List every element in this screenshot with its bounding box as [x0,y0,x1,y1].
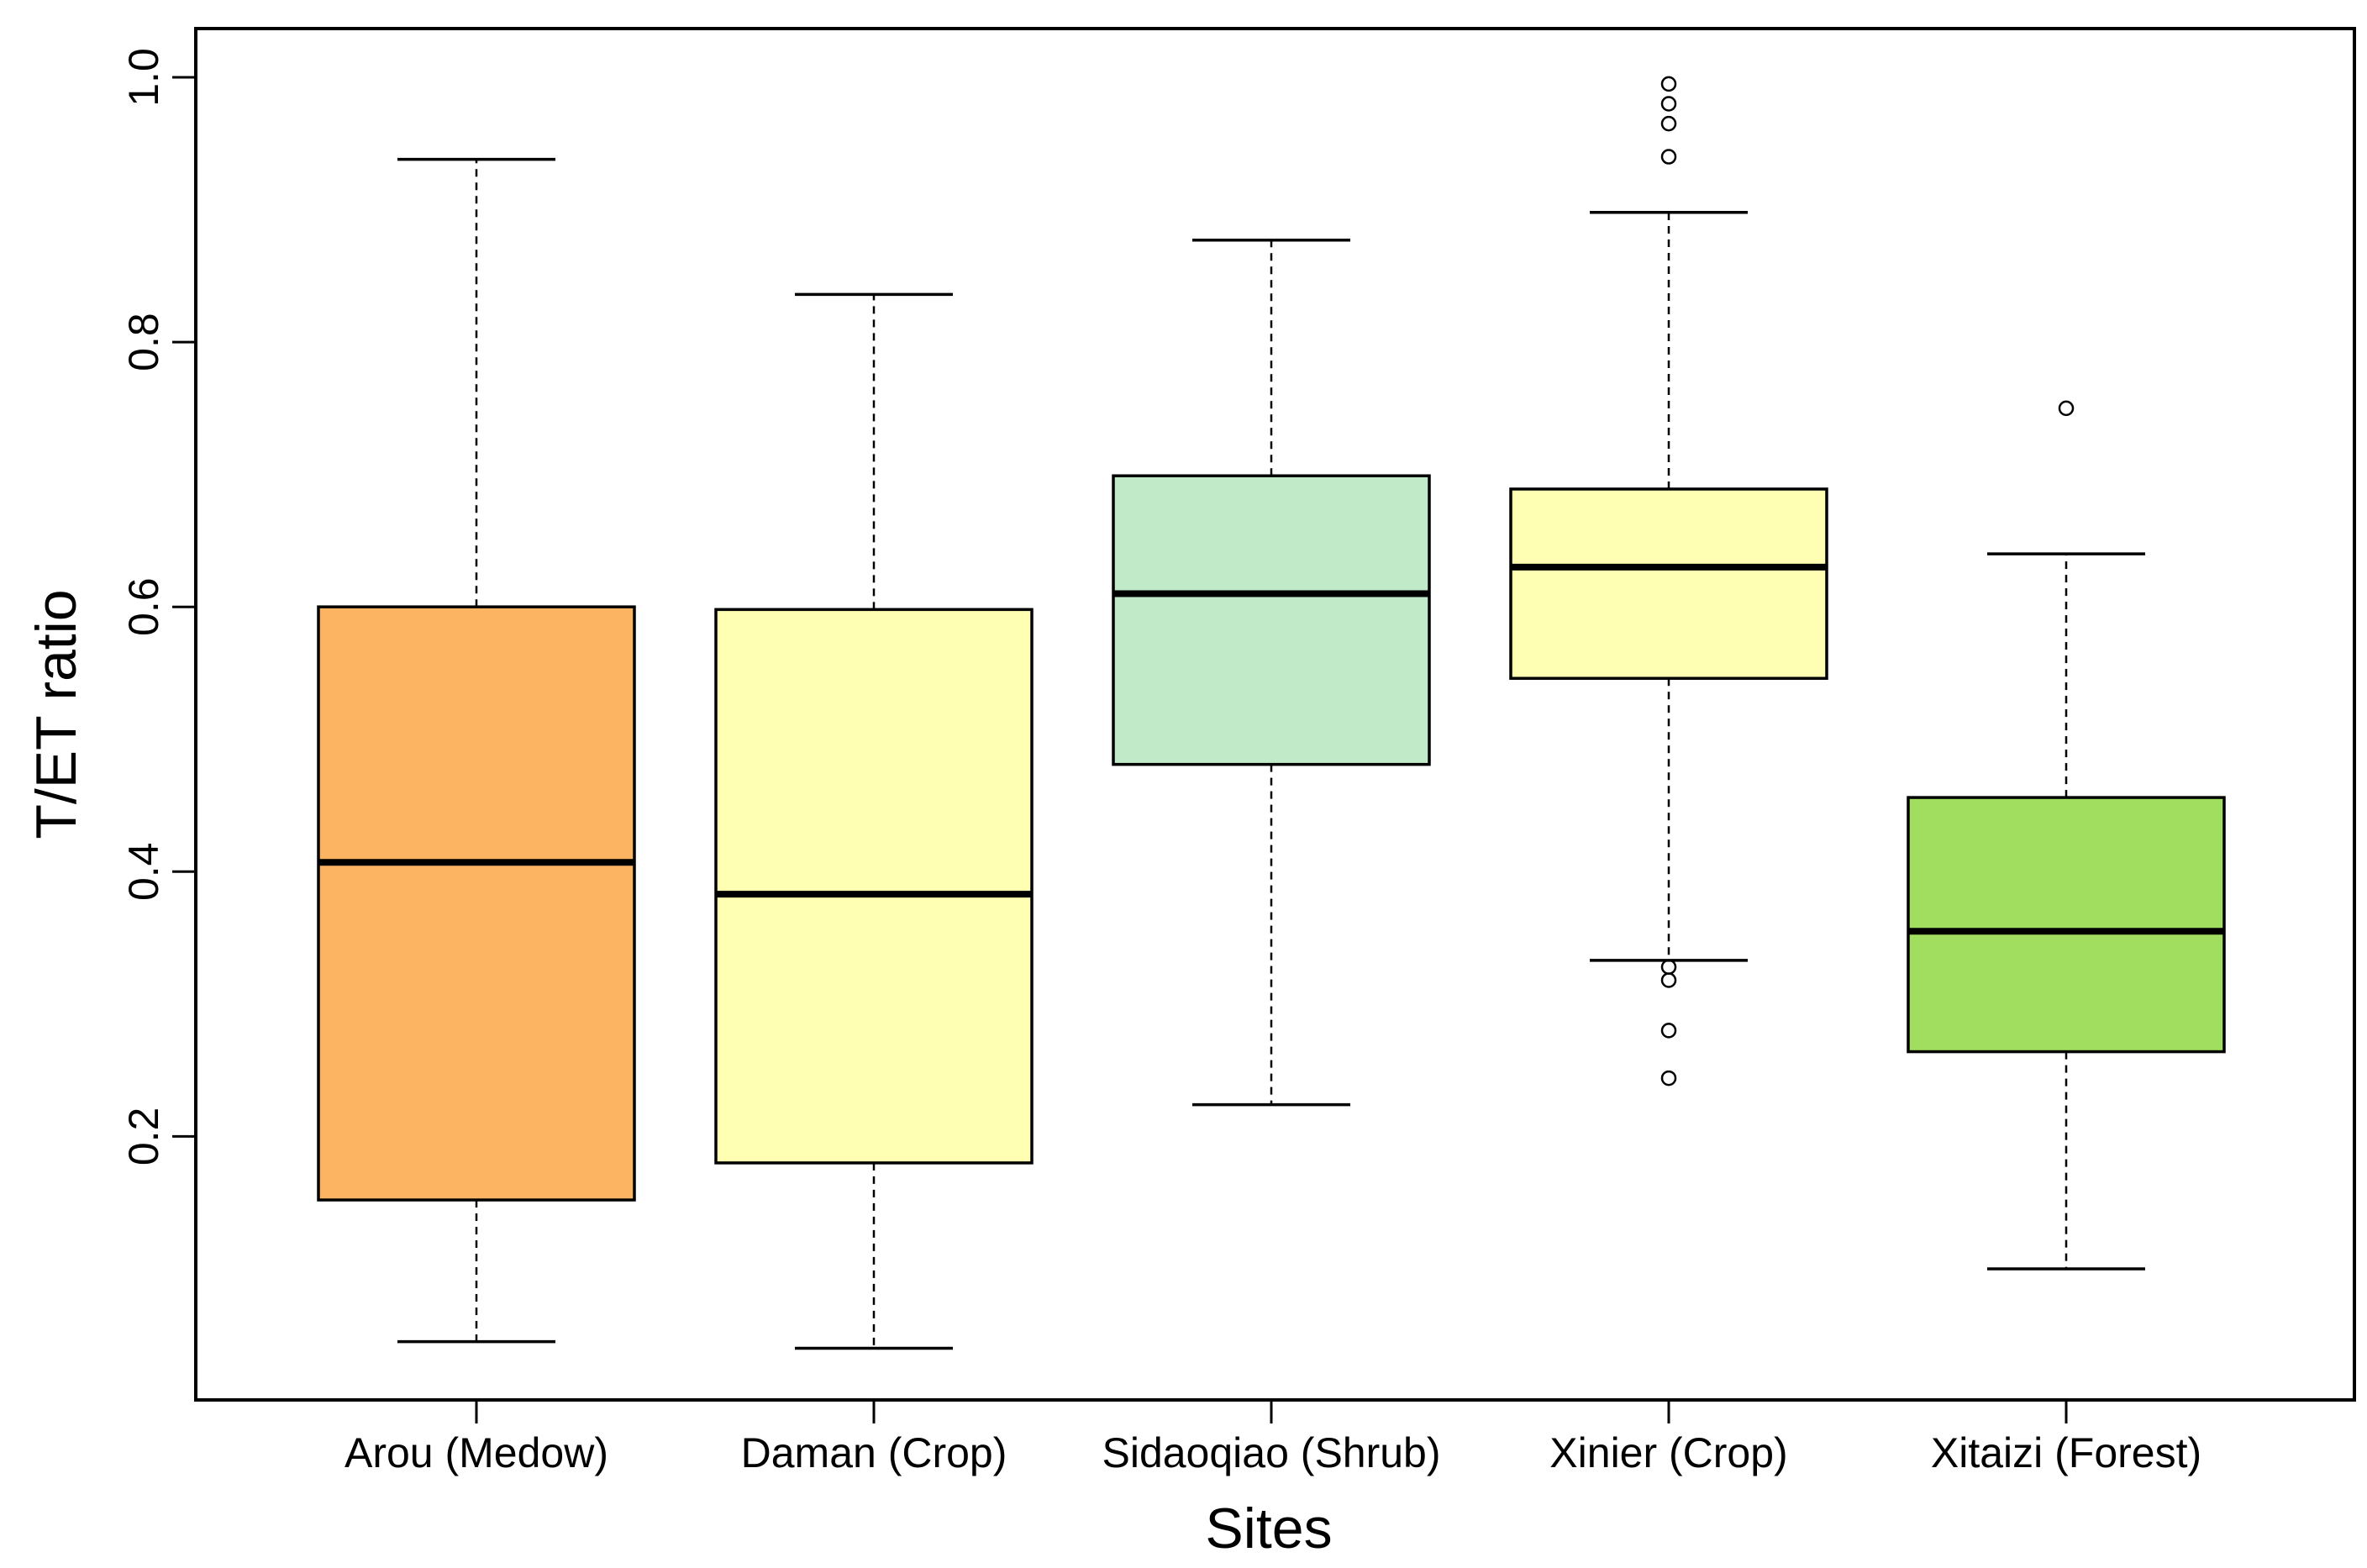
x-tick-label: Xitaizi (Forest) [1931,1429,2201,1476]
iqr-box [317,605,636,1202]
iqr-box [714,608,1034,1165]
iqr-box [1112,474,1431,766]
outlier-point [1660,96,1677,112]
outlier-point [1660,1070,1677,1087]
iqr-box [1907,796,2226,1054]
box-group [1907,400,2226,1271]
y-tick-label: 1.0 [120,48,167,107]
y-tick-label: 0.2 [120,1108,167,1166]
y-tick-label: 0.6 [120,577,167,636]
outlier-point [2058,400,2075,417]
boxes-layer [317,76,2226,1350]
x-tick-label: Sidaoqiao (Shrub) [1102,1429,1440,1476]
box-group [317,157,636,1344]
x-axis-title: Sites [1205,1497,1332,1560]
x-axis: Arou (Medow) Daman (Crop) Sidaoqiao (Shrub… [345,1400,2201,1476]
x-tick-label: Xinier (Crop) [1549,1429,1787,1476]
outlier-point [1660,115,1677,132]
outlier-point [1660,972,1677,988]
y-axis-title: T/ET ratio [24,589,88,839]
outlier-point [1660,149,1677,165]
outlier-point [1660,959,1677,975]
x-tick-label: Arou (Medow) [345,1429,608,1476]
box-group [1112,239,1431,1107]
box-group [1509,76,1828,1087]
y-tick-label: 0.8 [120,313,167,371]
y-tick-label: 0.4 [120,843,167,902]
outlier-point [1660,76,1677,92]
y-axis: 0.2 0.4 0.6 0.8 1.0 [120,48,197,1166]
x-tick-label: Daman (Crop) [741,1429,1007,1476]
outlier-point [1660,1023,1677,1039]
iqr-box [1509,487,1828,681]
box-group [714,292,1034,1350]
